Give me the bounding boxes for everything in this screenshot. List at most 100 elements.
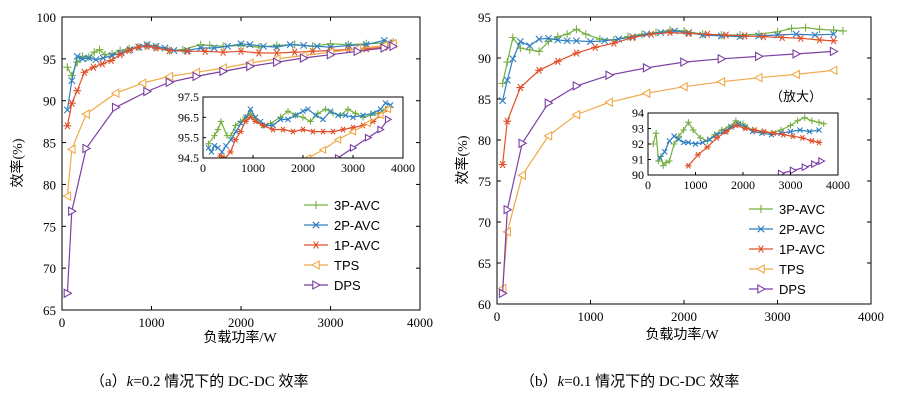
panel-b-annotation: （放大） (770, 89, 822, 104)
panel-b-point-2p-avc (600, 37, 609, 45)
panel-b-inset-point-3p-avc (675, 133, 683, 140)
panel-a-x-tick-label: 1000 (139, 315, 165, 330)
panel-b-line-tps (502, 69, 834, 289)
panel-a-inset-point-dps (377, 125, 385, 134)
panel-b-point-1p-avc (796, 34, 805, 43)
panel-a-y-tick-label: 100 (37, 10, 57, 25)
panel-a-inset-y-tick-label: 94.5 (178, 151, 199, 165)
panel-b-line-dps (502, 50, 834, 294)
panel-a-inset-x-tick-label: 4000 (391, 161, 415, 175)
panel-a-legend-marker (312, 201, 320, 209)
panel-a-point-1p-avc (362, 45, 371, 53)
panel-b-y-tick-label: 70 (478, 215, 491, 230)
panel-a-inset-point-3p-avc (284, 108, 292, 115)
panel-b-legend-marker (757, 245, 765, 253)
panel-b-inset-point-2p-avc (666, 137, 673, 144)
panel-a-inset-point-1p-avc (309, 128, 317, 135)
panel-b-point-1p-avc (516, 83, 525, 92)
panel-b-point-dps (498, 288, 508, 299)
panel-b-point-3p-avc (801, 23, 810, 32)
panel-b-x-axis-label: 负载功率/W (645, 326, 719, 343)
panel-a-point-2p-avc (73, 52, 81, 60)
panel-a-inset-point-1p-avc (269, 126, 277, 133)
panel-a-inset-point-2p-avc (223, 142, 229, 149)
panel-a-inset-point-3p-avc (205, 140, 212, 147)
panel-a-caption: （a）k=0.2 情况下的 DC-DC 效率 (90, 373, 308, 390)
panel-b-point-3p-avc (829, 26, 838, 35)
panel-a-x-tick-label: 3000 (318, 315, 344, 330)
panel-a-point-1p-avc (308, 47, 317, 56)
panel-b-y-tick-label: 90 (478, 51, 491, 66)
panel-b-point-dps (572, 80, 582, 91)
panel-a-inset-point-2p-avc (370, 110, 376, 117)
panel-b-inset-point-dps (811, 160, 819, 169)
panel-a-point-2p-avc (300, 41, 308, 50)
panel-b-inset-x-tick-label: 0 (645, 178, 651, 192)
panel-b-point-2p-avc (792, 30, 800, 38)
panel-b-point-1p-avc (553, 57, 562, 65)
panel-b-point-dps (642, 62, 652, 73)
panel-a-inset-point-1p-avc (237, 128, 244, 135)
panel-a-inset-point-1p-avc (289, 128, 297, 135)
panel-a-point-tps (137, 78, 147, 89)
panel-b-point-1p-avc (829, 37, 838, 45)
panel-b-inset-point-2p-avc (787, 128, 794, 135)
panel-b-point-2p-avc (554, 36, 562, 44)
panel-b-inset-point-1p-avc (780, 131, 787, 138)
panel-a-point-1p-avc (63, 122, 72, 130)
panel-b-point-2p-avc (586, 38, 595, 46)
panel-a-inset-point-2p-avc (205, 144, 212, 151)
panel-a-caption-k: k (127, 374, 134, 390)
panel-a-inset-point-2p-avc (320, 116, 326, 123)
panel-b-point-2p-avc (503, 76, 511, 84)
panel-b-x-tick-label: 2000 (671, 309, 697, 324)
panel-a-inset-point-1p-avc (227, 148, 234, 155)
panel-a-inset-point-dps (364, 133, 373, 142)
panel-a-point-2p-avc (286, 41, 294, 49)
panel-a-point-1p-avc (107, 56, 116, 65)
panel-a-legend-label: 3P-AVC (334, 198, 380, 213)
panel-b-x-tick-label: 3000 (765, 309, 791, 324)
panel-a-point-dps (111, 102, 121, 113)
panel-a-y-axis-label: 效率(%) (9, 138, 26, 187)
panel-a-point-2p-avc (237, 40, 245, 48)
panel-a-inset-point-2p-avc (327, 108, 334, 115)
panel-b-caption-prefix: （b） (520, 373, 558, 390)
panel-b-point-3p-avc (535, 47, 544, 56)
panel-a-point-3p-avc (63, 63, 72, 72)
panel-b-point-2p-avc (572, 37, 581, 45)
panel-b-inset-point-1p-avc (732, 122, 740, 129)
panel-b-inset-point-3p-avc (815, 119, 823, 126)
panel-b-inset-point-2p-avc (797, 127, 803, 133)
panel-a-point-1p-avc (116, 50, 125, 59)
panel-b-point-1p-avc (609, 39, 618, 47)
panel-a-point-tps (110, 88, 120, 99)
panel-a-point-dps (63, 288, 73, 299)
panel-a-point-1p-avc (201, 47, 210, 56)
panel-a-inset-point-3p-avc (322, 106, 329, 113)
panel-b-inset-series-1p-avc (685, 122, 823, 169)
panel-b-inset-point-2p-avc (816, 127, 822, 133)
panel-a-inset-point-1p-avc (232, 136, 239, 143)
panel-b-inset-x-tick-label: 3000 (779, 178, 803, 192)
panel-a-inset-line-1p-avc (220, 108, 389, 158)
panel-b-point-3p-avc (815, 25, 824, 34)
panel-a-point-tps (66, 144, 76, 155)
panel-a-inset-point-dps (384, 115, 393, 124)
panel-a-inset-point-2p-avc (211, 142, 218, 149)
panel-a-legend-marker (312, 280, 322, 290)
panel-a-point-1p-avc (143, 42, 152, 51)
panel-b-inset-point-3p-avc (808, 117, 816, 124)
panel-a-point-1p-avc (125, 46, 134, 55)
panel-b-inset-point-1p-avc (694, 151, 702, 158)
panel-a-y-tick-label: 75 (43, 219, 56, 234)
panel-b-point-2p-avc (643, 30, 651, 38)
panel-a-inset-point-1p-avc (222, 154, 229, 158)
panel-a-point-2p-avc (78, 55, 87, 63)
panel-b-inset-point-2p-avc (685, 139, 692, 146)
panel-b-point-1p-avc (503, 117, 512, 125)
panel-b-caption-k: k (558, 374, 565, 390)
panel-a-inset-x-tick-label: 0 (200, 161, 206, 175)
panel-b-point-3p-avc (525, 45, 534, 54)
